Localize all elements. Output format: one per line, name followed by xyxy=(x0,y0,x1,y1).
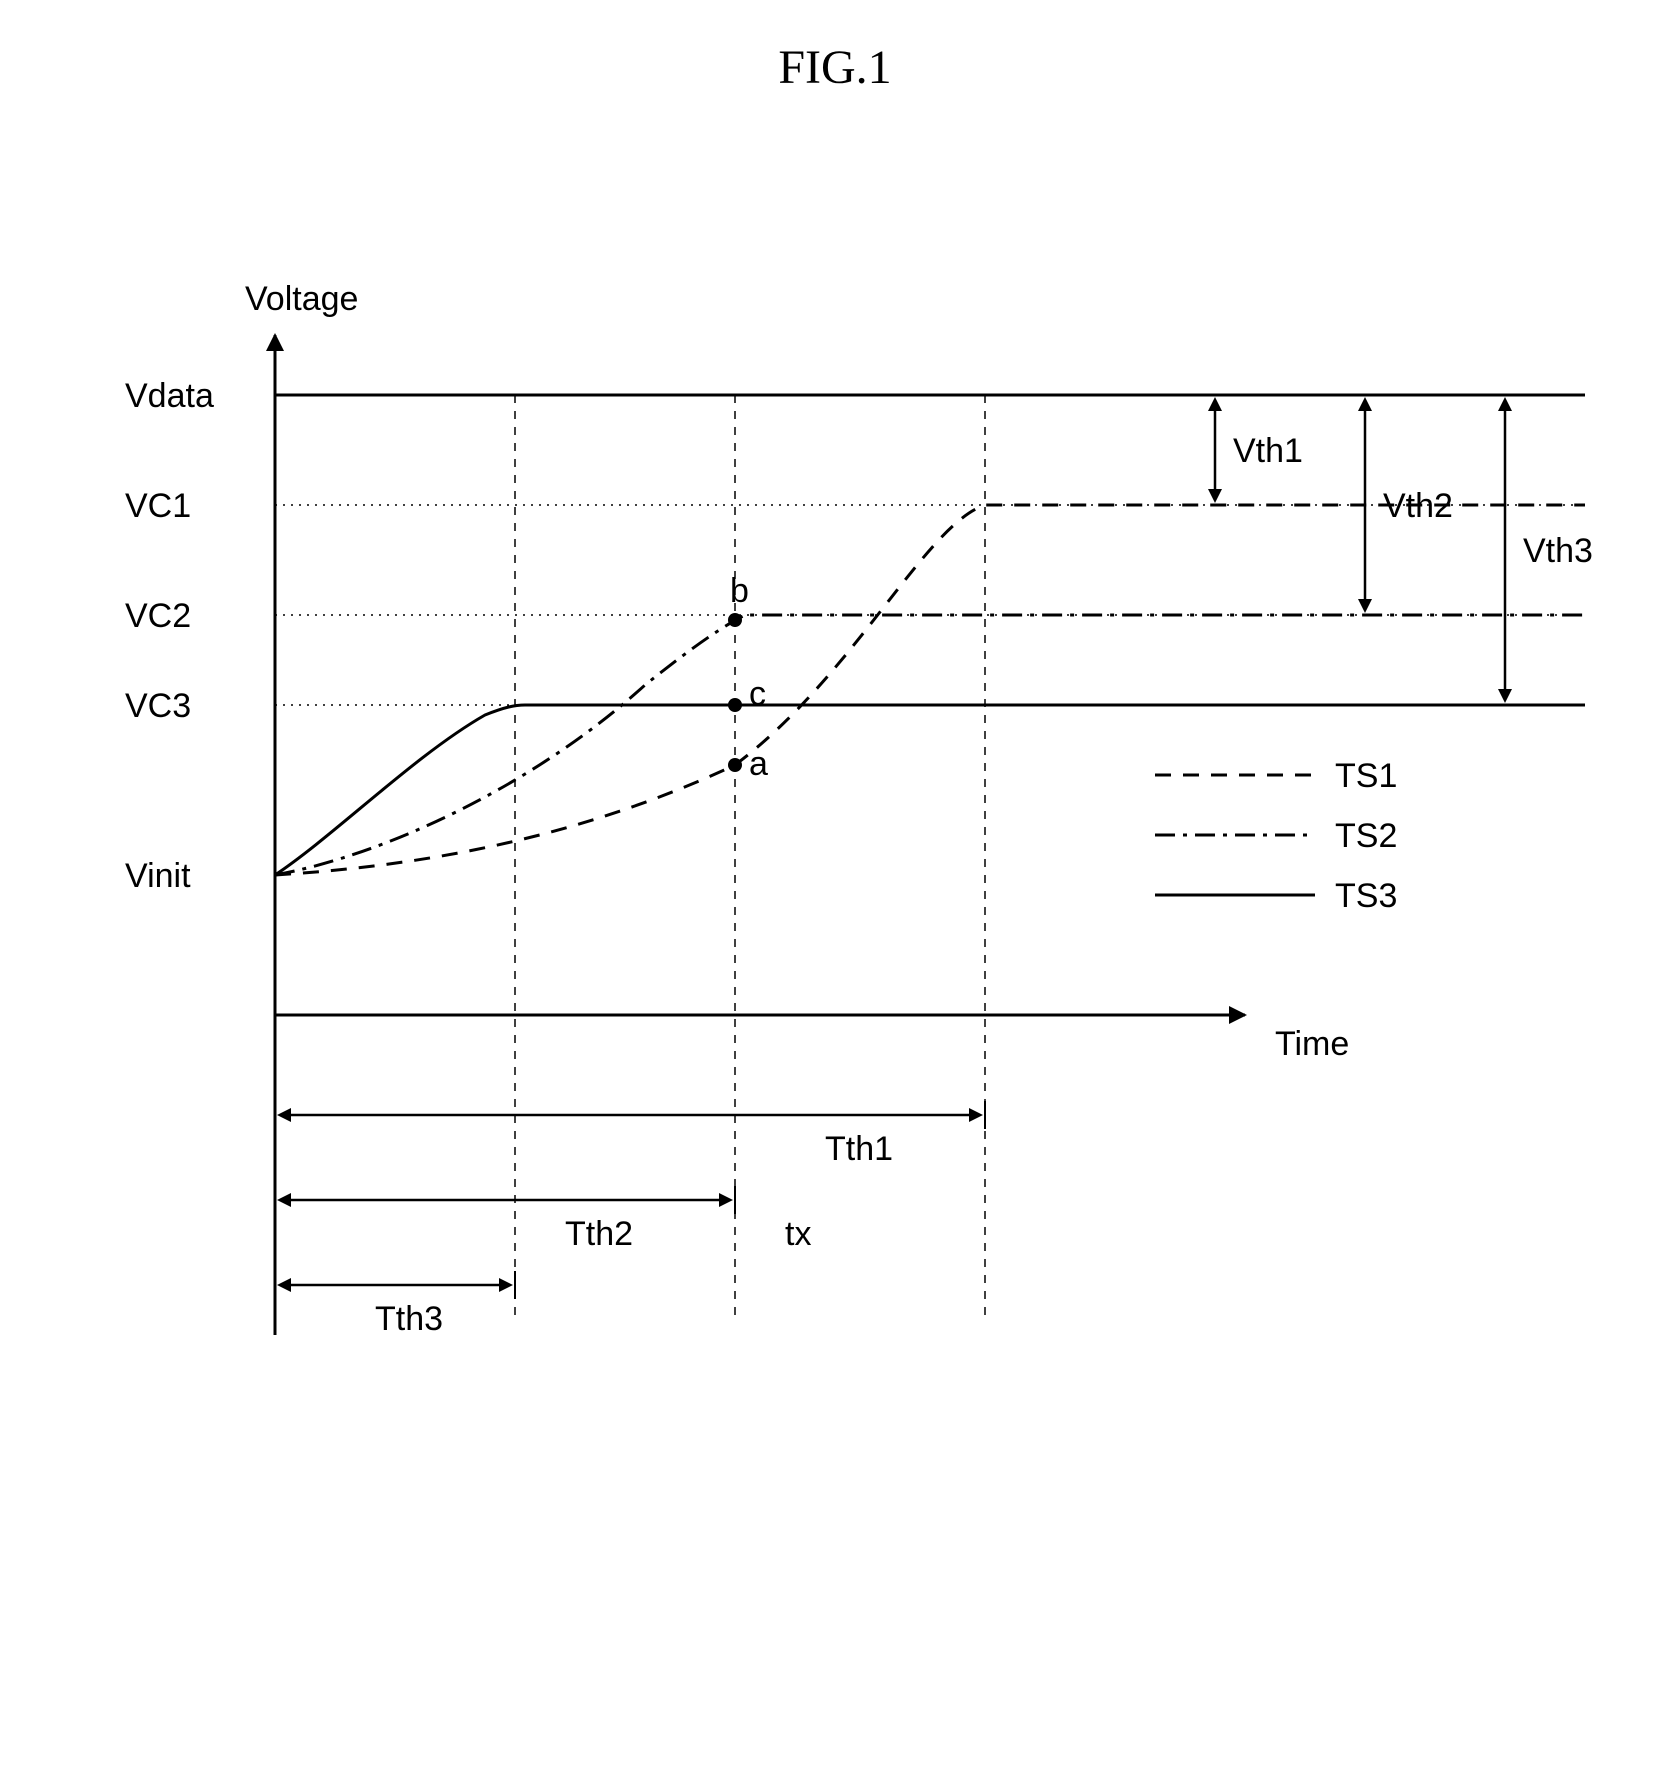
y-axis-label: Voltage xyxy=(245,280,358,318)
point-label: b xyxy=(730,572,749,610)
y-tick-label: Vinit xyxy=(125,857,191,895)
y-tick-label: VC3 xyxy=(125,687,191,725)
tth-label: Tth2 xyxy=(565,1215,633,1253)
point-b xyxy=(728,613,742,627)
point-label: a xyxy=(749,745,768,783)
chart-svg: Voltage Time Vdata VC1 VC2 VC3 Vinit b ca Vth1 Vth… xyxy=(85,215,1635,1395)
tth-label: Tth3 xyxy=(375,1300,443,1338)
legend-label: TS1 xyxy=(1335,757,1397,795)
legend-label: TS2 xyxy=(1335,817,1397,855)
vth-label: Vth1 xyxy=(1233,432,1303,470)
tth-label: Tth1 xyxy=(825,1130,893,1168)
y-tick-label: VC2 xyxy=(125,597,191,635)
legend-label: TS3 xyxy=(1335,877,1397,915)
y-tick-label: VC1 xyxy=(125,487,191,525)
tx-label: tx xyxy=(785,1215,811,1253)
point-label: c xyxy=(749,675,766,713)
y-tick-label: Vdata xyxy=(125,377,214,415)
point-c xyxy=(728,698,742,712)
vth-label: Vth2 xyxy=(1383,487,1453,525)
x-axis-label: Time xyxy=(1275,1025,1349,1063)
chart-container: Voltage Time Vdata VC1 VC2 VC3 Vinit b ca Vth1 Vth… xyxy=(85,215,1585,1400)
vth-label: Vth3 xyxy=(1523,532,1593,570)
figure-title: FIG.1 xyxy=(40,40,1630,95)
point-a xyxy=(728,758,742,772)
